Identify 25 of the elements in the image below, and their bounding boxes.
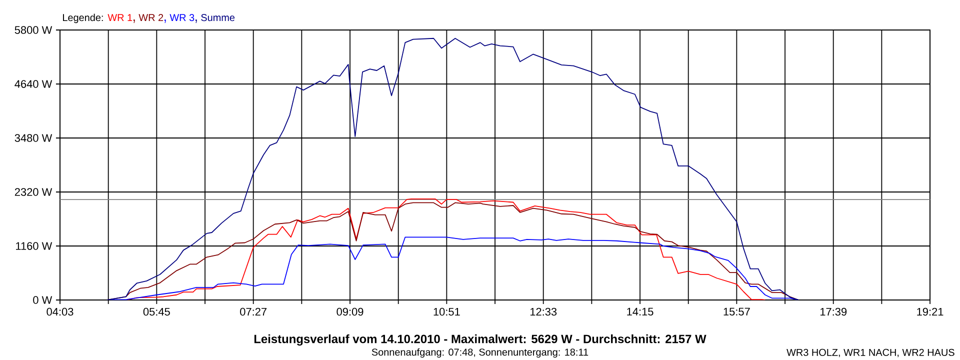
x-tick-label: 10:51 bbox=[434, 308, 460, 316]
x-tick-label: 12:33 bbox=[530, 308, 557, 316]
x-tick-label: 14:15 bbox=[627, 308, 654, 316]
x-tick-label: 05:45 bbox=[143, 308, 170, 316]
x-tick-label: 07:27 bbox=[240, 308, 267, 316]
legend-label: WR 3 bbox=[170, 14, 194, 22]
y-tick-label: 3480 W bbox=[14, 134, 52, 142]
x-tick-label: 09:09 bbox=[336, 308, 364, 316]
x-tick-label: 15:57 bbox=[724, 308, 750, 316]
text: WR3 HOLZ, WR1 NACH, WR2 HAUS bbox=[786, 348, 954, 358]
legend-label: WR 2 bbox=[138, 14, 164, 21]
y-tick-label: 2320 W bbox=[14, 188, 52, 196]
text: Leistungsverlauf vom 14.10.2010 - Maximalwert: 5629 W - Durchschnitt: 2157 W bbox=[254, 334, 706, 346]
y-tick-label: 1160 W bbox=[16, 242, 52, 250]
legend-label: Summe bbox=[201, 14, 235, 22]
line-series bbox=[106, 38, 800, 300]
x-tick-label: 19:21 bbox=[917, 308, 944, 316]
y-tick-label: 4640 W bbox=[14, 80, 52, 88]
x-tick-label: 04:03 bbox=[46, 308, 74, 316]
legend-title: Legende: bbox=[63, 14, 103, 24]
text: Sonnenaufgang: 07:48, Sonnenuntergang: 18:11 bbox=[372, 348, 588, 358]
y-tick-label: 0 W bbox=[33, 296, 52, 304]
y-tick-label: 5800 W bbox=[14, 26, 52, 34]
text: WR 1 bbox=[108, 14, 132, 21]
x-tick-label: 17:39 bbox=[820, 308, 847, 316]
